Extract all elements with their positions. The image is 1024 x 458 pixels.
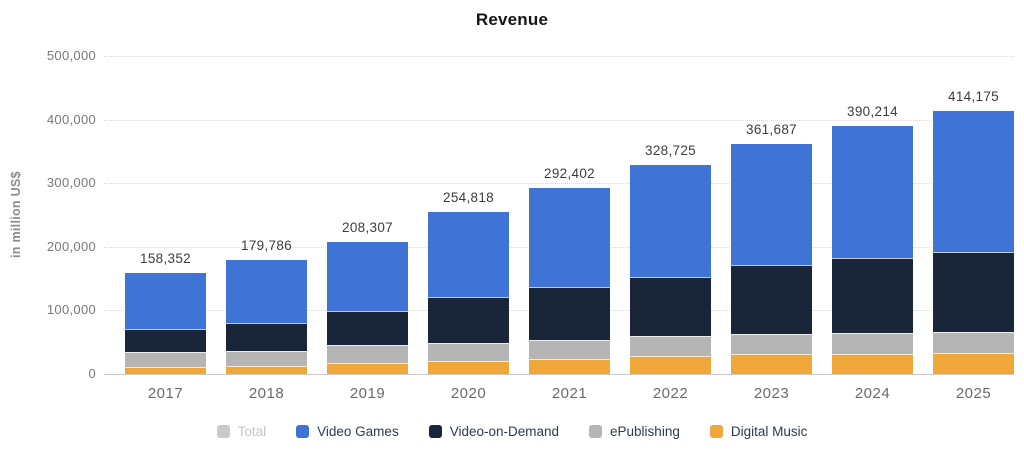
x-tick-label-2017: 2017 (147, 385, 184, 402)
segment-epublishing-2018[interactable] (226, 350, 307, 366)
segment-epublishing-2020[interactable] (428, 342, 509, 361)
total-label-2024: 390,214 (847, 103, 898, 119)
y-tick-label-100000: 100,000 (46, 302, 96, 318)
segment-video-games-2021[interactable] (529, 188, 610, 288)
segment-video-games-2023[interactable] (731, 143, 812, 265)
x-tick-label-2023: 2023 (753, 385, 790, 402)
total-label-2022: 328,725 (645, 142, 696, 158)
bar-2024 (832, 125, 913, 374)
bar-2018 (226, 259, 307, 374)
segment-video-games-2022[interactable] (630, 164, 711, 277)
x-tick-label-2020: 2020 (450, 385, 487, 402)
segment-video-on-demand-2024[interactable] (832, 257, 913, 334)
legend-label: Digital Music (730, 424, 808, 439)
bar-2025 (933, 110, 1014, 374)
segment-video-on-demand-2019[interactable] (327, 311, 408, 345)
segment-digital-music-2022[interactable] (630, 356, 711, 374)
segment-video-games-2019[interactable] (327, 241, 408, 312)
segment-epublishing-2023[interactable] (731, 333, 812, 355)
segment-digital-music-2017[interactable] (125, 367, 206, 374)
bar-2017 (125, 273, 206, 374)
legend-label: Video-on-Demand (449, 424, 560, 439)
plot-area (104, 56, 1014, 375)
gridline-400000 (104, 119, 1014, 121)
legend-label: ePublishing (610, 424, 680, 439)
segment-epublishing-2017[interactable] (125, 351, 206, 368)
segment-video-on-demand-2023[interactable] (731, 264, 812, 334)
legend: Total Video Games Video-on-Demand ePublishi… (0, 424, 1024, 439)
legend-item-video-games[interactable]: Video Games (296, 424, 399, 439)
total-swatch-icon (216, 425, 230, 438)
total-label-2021: 292,402 (544, 166, 595, 182)
bar-2022 (630, 164, 711, 374)
chart-title: Revenue (475, 10, 549, 29)
total-label-2020: 254,818 (443, 189, 494, 205)
segment-video-games-2025[interactable] (933, 110, 1014, 252)
segment-video-games-2020[interactable] (428, 211, 509, 298)
x-tick-label-2019: 2019 (349, 385, 386, 402)
segment-video-games-2017[interactable] (125, 273, 206, 329)
segment-video-on-demand-2018[interactable] (226, 323, 307, 351)
segment-video-on-demand-2017[interactable] (125, 328, 206, 352)
gridline-300000 (104, 183, 1014, 185)
segment-digital-music-2020[interactable] (428, 360, 509, 374)
legend-label: Video Games (317, 424, 399, 439)
video-on-demand-swatch-icon (428, 425, 442, 438)
bar-2020 (428, 211, 509, 374)
segment-digital-music-2025[interactable] (933, 352, 1014, 374)
segment-epublishing-2021[interactable] (529, 339, 610, 359)
y-tick-label-0: 0 (88, 366, 96, 381)
segment-epublishing-2022[interactable] (630, 335, 711, 357)
x-tick-label-2024: 2024 (854, 385, 891, 402)
legend-item-digital-music[interactable]: Digital Music (709, 424, 808, 439)
legend-item-epublishing[interactable]: ePublishing (589, 424, 680, 439)
x-tick-label-2021: 2021 (551, 385, 588, 402)
bar-2021 (529, 188, 610, 374)
x-tick-label-2022: 2022 (652, 385, 689, 402)
x-tick-label-2018: 2018 (248, 385, 285, 402)
segment-epublishing-2019[interactable] (327, 344, 408, 363)
y-tick-label-400000: 400,000 (46, 111, 96, 127)
segment-digital-music-2019[interactable] (327, 362, 408, 374)
bar-2019 (327, 241, 408, 374)
segment-digital-music-2024[interactable] (832, 353, 913, 374)
segment-epublishing-2025[interactable] (933, 331, 1014, 353)
segment-video-games-2018[interactable] (226, 259, 307, 324)
segment-video-on-demand-2022[interactable] (630, 276, 711, 336)
y-axis-title: in million US$ (9, 171, 23, 259)
segment-digital-music-2023[interactable] (731, 354, 812, 374)
y-tick-label-500000: 500,000 (46, 48, 96, 63)
segment-epublishing-2024[interactable] (832, 333, 913, 354)
video-games-swatch-icon (296, 425, 310, 438)
total-label-2025: 414,175 (948, 88, 999, 104)
epublishing-swatch-icon (589, 425, 603, 438)
legend-label: Total (237, 424, 267, 439)
bar-2023 (731, 143, 812, 374)
total-label-2019: 208,307 (342, 219, 393, 235)
segment-digital-music-2021[interactable] (529, 359, 610, 374)
y-tick-label-200000: 200,000 (46, 238, 96, 254)
segment-video-on-demand-2025[interactable] (933, 251, 1014, 332)
segment-video-games-2024[interactable] (832, 125, 913, 258)
legend-item-video-on-demand[interactable]: Video-on-Demand (428, 424, 560, 439)
x-tick-label-2025: 2025 (955, 385, 992, 402)
segment-video-on-demand-2020[interactable] (428, 297, 509, 343)
segment-video-on-demand-2021[interactable] (529, 287, 610, 340)
y-tick-label-300000: 300,000 (46, 175, 96, 191)
legend-item-total[interactable]: Total (216, 424, 267, 439)
total-label-2017: 158,352 (140, 251, 191, 267)
total-label-2023: 361,687 (746, 121, 797, 137)
segment-digital-music-2018[interactable] (226, 366, 307, 374)
gridline-500000 (104, 56, 1014, 57)
digital-music-swatch-icon (709, 425, 723, 438)
total-label-2018: 179,786 (241, 237, 292, 253)
